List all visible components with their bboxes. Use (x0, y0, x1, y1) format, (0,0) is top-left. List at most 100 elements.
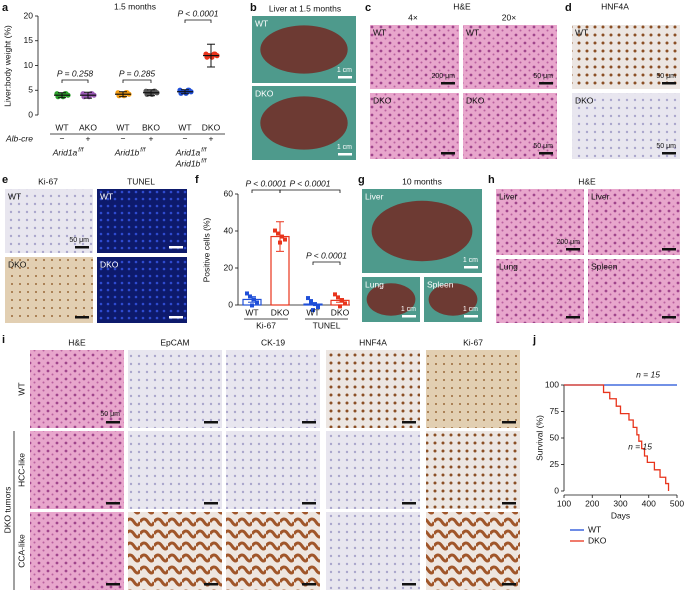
x-tick-label: 400 (642, 498, 656, 508)
column-label: CK-19 (261, 337, 285, 347)
micrograph (496, 189, 584, 255)
image-label: WT (373, 27, 386, 37)
micrograph (30, 512, 124, 590)
y-tick-label: 50 (550, 432, 560, 442)
chart-title: 1.5 months (114, 1, 156, 11)
y-tick-label: 5 (28, 85, 33, 95)
column-label: Ki-67 (463, 337, 483, 347)
image-label: DKO (373, 95, 392, 105)
scale-label: 50 μm (656, 143, 676, 150)
dot-marker (343, 301, 347, 306)
micrograph (426, 431, 520, 509)
organ (428, 283, 478, 316)
scale-bar (662, 248, 676, 251)
scale-label: 50 μm (100, 411, 120, 418)
significance-bracket (251, 189, 281, 193)
micrograph (588, 189, 680, 255)
row-value: − (183, 133, 188, 143)
panel-letter: h (488, 174, 495, 186)
dot-marker (252, 297, 256, 302)
micrograph (226, 431, 320, 509)
scale-bar (402, 502, 416, 505)
significance-bracket (184, 19, 212, 23)
scale-bar (106, 502, 120, 505)
scale-bar (662, 316, 676, 319)
column-label: Ki-67 (38, 176, 58, 186)
micrograph (572, 25, 680, 89)
survival-line (564, 384, 670, 491)
x-tick-label: 200 (585, 498, 599, 508)
column-label: 4× (408, 12, 418, 22)
genotype: Arid1a (52, 147, 78, 157)
x-tick-label: 300 (613, 498, 627, 508)
panel-letter: c (365, 2, 371, 14)
y-tick-label: 20 (24, 10, 34, 20)
image-label: WT (8, 191, 21, 201)
scale-bar (106, 421, 120, 424)
panel-letter: d (565, 2, 572, 14)
scale-bar (464, 266, 478, 269)
dot-marker (255, 300, 259, 305)
micrograph (226, 512, 320, 590)
dot-marker (250, 303, 254, 308)
row-value: + (209, 133, 214, 143)
y-tick-label: 15 (24, 35, 34, 45)
significance-bracket (312, 261, 341, 265)
image-label: DKO (466, 95, 485, 105)
scale-bar (302, 583, 316, 586)
y-tick-label: 40 (224, 225, 234, 235)
scale-bar (566, 248, 580, 251)
image-label: Liver (365, 191, 384, 201)
scale-bar (106, 583, 120, 586)
panel-letter: i (2, 334, 5, 346)
significance-bracket (61, 79, 89, 83)
p-value: P < 0.0001 (306, 250, 347, 260)
dot-marker (280, 234, 284, 239)
dot-marker (245, 291, 249, 296)
scale-bar (464, 315, 478, 318)
dot-marker (276, 231, 280, 236)
micrograph (496, 259, 584, 323)
micrograph (128, 350, 222, 428)
dot-marker (340, 298, 344, 303)
scale-bar (539, 82, 553, 85)
scale-bar (502, 502, 516, 505)
scale-bar (662, 152, 676, 155)
p-value: P < 0.0001 (177, 8, 218, 18)
dot-marker (273, 228, 277, 233)
panel-letter: j (532, 334, 536, 346)
scale-bar (302, 421, 316, 424)
scale-bar (204, 583, 218, 586)
y-axis-label: Positive cells (%) (201, 217, 211, 282)
x-tick-label: WT (178, 122, 191, 132)
x-tick-label: WT (245, 307, 258, 317)
organ (260, 25, 348, 74)
p-value: P = 0.285 (119, 68, 156, 78)
row-value: − (121, 133, 126, 143)
scale-bar (402, 421, 416, 424)
x-tick-label: DKO (202, 122, 221, 132)
organ (366, 283, 416, 316)
column-label: TUNEL (127, 176, 155, 186)
micrograph (326, 350, 420, 428)
p-value: P = 0.258 (57, 68, 94, 78)
y-tick-label: 75 (550, 406, 560, 416)
dot-marker (306, 296, 310, 301)
x-tick-label: AKO (79, 122, 97, 132)
panel-title: HNF4A (601, 1, 629, 11)
micrograph (426, 512, 520, 590)
group-label: DKO tumors (2, 487, 12, 534)
row-label: WT (16, 382, 26, 395)
dot-marker (309, 299, 313, 304)
row-value: − (60, 133, 65, 143)
dot-marker (311, 308, 315, 313)
scale-bar (566, 316, 580, 319)
scale-bar (539, 152, 553, 155)
scale-bar (662, 82, 676, 85)
x-tick-label: BKO (142, 122, 160, 132)
dot-marker (283, 237, 287, 242)
scale-bar (204, 421, 218, 424)
row-label: CCA-like (16, 534, 26, 568)
image-label: WT (575, 27, 588, 37)
micrograph (5, 189, 93, 253)
